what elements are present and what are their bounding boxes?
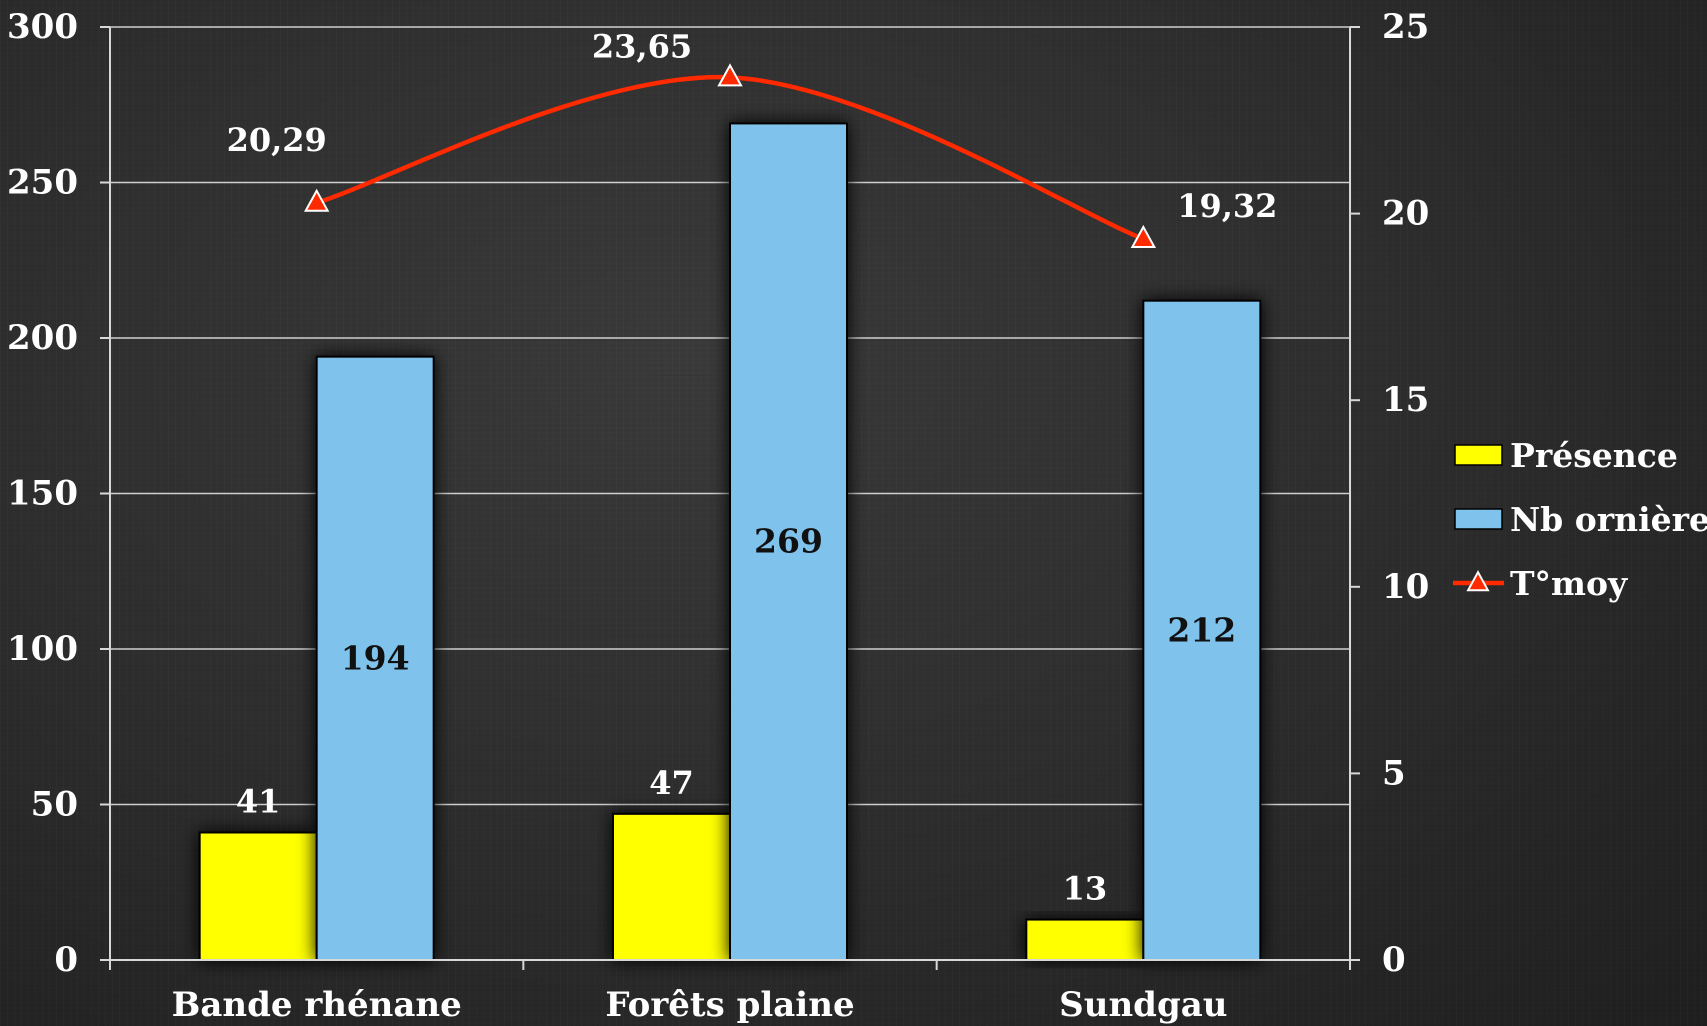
y-right-tick-label: 10 bbox=[1382, 567, 1429, 607]
data-label-nb-ornieres: 194 bbox=[341, 638, 410, 677]
bar-presence bbox=[612, 812, 731, 962]
y-right-tick-label: 0 bbox=[1382, 940, 1406, 980]
x-category-label: Forêts plaine bbox=[605, 985, 854, 1025]
temperature-marker bbox=[717, 63, 743, 87]
legend-entry-label: Présence bbox=[1510, 436, 1678, 475]
bar-presence bbox=[1025, 918, 1145, 962]
data-label-temperature: 19,32 bbox=[1177, 187, 1277, 225]
bar-nb-ornieres bbox=[729, 122, 848, 962]
y-left-tick-label: 300 bbox=[7, 7, 78, 47]
y-right-tick-label: 20 bbox=[1382, 194, 1429, 234]
axes: 0 50 100 150 200 250 300 0 5 10 15 20 25 Bande rhénan… bbox=[7, 7, 1429, 1025]
bars bbox=[198, 122, 1262, 962]
y-left-tick-label: 200 bbox=[7, 318, 78, 358]
legend-swatch-nb-ornieres bbox=[1454, 508, 1503, 530]
legend-swatch-presence bbox=[1454, 444, 1503, 466]
legend[interactable]: Présence Nb ornières T°moy bbox=[1453, 436, 1707, 603]
y-right-tick-label: 15 bbox=[1382, 380, 1429, 420]
temperature-marker bbox=[303, 188, 330, 212]
y-left-tick-label: 0 bbox=[54, 940, 78, 980]
data-label-presence: 41 bbox=[236, 782, 281, 820]
y-left-tick-label: 250 bbox=[7, 163, 78, 203]
legend-entry-label: Nb ornières bbox=[1510, 500, 1707, 539]
data-label-nb-ornieres: 269 bbox=[754, 522, 823, 561]
temperature-marker bbox=[1130, 224, 1157, 248]
bar-nb-ornieres bbox=[1142, 299, 1262, 961]
legend-entry-label: T°moy bbox=[1510, 564, 1628, 603]
y-left-tick-label: 100 bbox=[7, 629, 78, 669]
data-labels: 41 47 13 194 269 212 20,29 23,65 19,32 bbox=[227, 27, 1278, 907]
y-left-tick-label: 150 bbox=[7, 474, 78, 514]
data-label-temperature: 20,29 bbox=[227, 121, 327, 159]
data-label-nb-ornieres: 212 bbox=[1167, 610, 1236, 649]
x-category-label: Bande rhénane bbox=[172, 985, 462, 1025]
bar-presence bbox=[198, 831, 318, 961]
y-right-tick-label: 5 bbox=[1382, 753, 1406, 793]
data-label-presence: 47 bbox=[649, 764, 694, 802]
x-category-label: Sundgau bbox=[1059, 985, 1227, 1025]
data-label-temperature: 23,65 bbox=[592, 27, 692, 65]
y-left-tick-label: 50 bbox=[31, 785, 78, 825]
data-label-presence: 13 bbox=[1063, 870, 1108, 908]
temperature-line bbox=[303, 63, 1157, 248]
legend-swatch-marker bbox=[1466, 570, 1490, 592]
y-right-tick-label: 25 bbox=[1382, 7, 1429, 47]
